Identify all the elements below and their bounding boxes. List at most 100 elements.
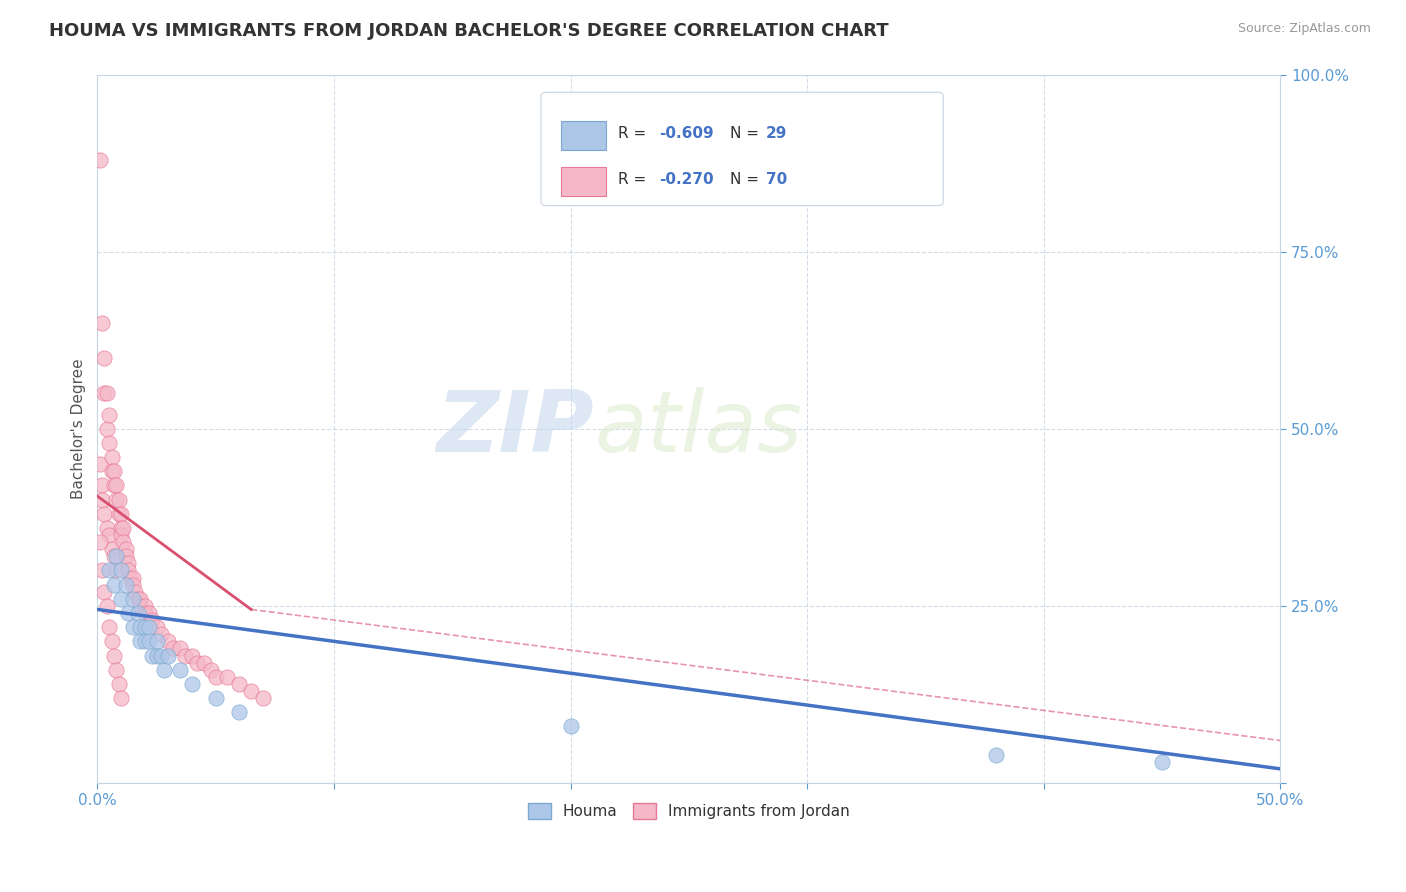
Text: 29: 29 — [766, 126, 787, 141]
Point — [186, 656, 208, 670]
Point — [103, 577, 125, 591]
Text: ZIP: ZIP — [437, 387, 595, 470]
Point — [252, 691, 274, 706]
Point — [145, 648, 167, 663]
Point — [114, 549, 136, 564]
Y-axis label: Bachelor's Degree: Bachelor's Degree — [72, 359, 86, 500]
Point — [121, 620, 143, 634]
Point — [110, 691, 132, 706]
Point — [1152, 755, 1174, 769]
Text: R =: R = — [617, 172, 651, 187]
Point — [93, 351, 115, 365]
Point — [98, 436, 121, 450]
Point — [134, 620, 156, 634]
Text: -0.609: -0.609 — [659, 126, 714, 141]
Legend: Houma, Immigrants from Jordan: Houma, Immigrants from Jordan — [522, 797, 856, 825]
Point — [169, 641, 191, 656]
Point — [127, 606, 149, 620]
Text: N =: N = — [730, 172, 763, 187]
Point — [986, 747, 1008, 762]
FancyBboxPatch shape — [561, 167, 606, 196]
Point — [96, 599, 118, 613]
Point — [93, 386, 115, 401]
Point — [117, 606, 139, 620]
Point — [200, 663, 222, 677]
Point — [110, 564, 132, 578]
Point — [121, 570, 143, 584]
Point — [93, 507, 115, 521]
Point — [100, 542, 122, 557]
Point — [100, 634, 122, 648]
Point — [100, 450, 122, 464]
Point — [110, 521, 132, 535]
Point — [138, 606, 160, 620]
Point — [110, 507, 132, 521]
Text: Source: ZipAtlas.com: Source: ZipAtlas.com — [1237, 22, 1371, 36]
Point — [138, 620, 160, 634]
Point — [150, 648, 173, 663]
Point — [121, 577, 143, 591]
Point — [105, 564, 128, 578]
Point — [96, 386, 118, 401]
Point — [103, 648, 125, 663]
Point — [103, 464, 125, 478]
Point — [120, 570, 142, 584]
Point — [114, 542, 136, 557]
Text: atlas: atlas — [595, 387, 803, 470]
Point — [138, 634, 160, 648]
Point — [89, 153, 111, 167]
Point — [112, 535, 135, 549]
Point — [91, 492, 114, 507]
Point — [157, 648, 180, 663]
Point — [217, 670, 239, 684]
Point — [204, 691, 226, 706]
Point — [98, 620, 121, 634]
Point — [129, 591, 152, 606]
Point — [134, 634, 156, 648]
Point — [89, 535, 111, 549]
Point — [141, 613, 163, 627]
Point — [152, 663, 174, 677]
Point — [110, 591, 132, 606]
Point — [93, 584, 115, 599]
Text: -0.270: -0.270 — [659, 172, 714, 187]
Point — [105, 492, 128, 507]
Point — [105, 478, 128, 492]
Point — [110, 528, 132, 542]
Point — [91, 564, 114, 578]
Point — [91, 478, 114, 492]
Text: R =: R = — [617, 126, 651, 141]
Point — [193, 656, 215, 670]
Point — [117, 557, 139, 571]
Point — [114, 577, 136, 591]
Point — [181, 648, 204, 663]
Point — [105, 549, 128, 564]
Point — [134, 599, 156, 613]
Point — [107, 492, 129, 507]
Point — [127, 591, 149, 606]
Point — [228, 677, 250, 691]
Point — [145, 634, 167, 648]
Point — [105, 663, 128, 677]
Point — [157, 634, 180, 648]
Point — [117, 564, 139, 578]
Point — [150, 627, 173, 641]
Text: N =: N = — [730, 126, 763, 141]
Point — [121, 591, 143, 606]
Point — [169, 663, 191, 677]
Point — [129, 599, 152, 613]
Point — [98, 408, 121, 422]
Point — [145, 620, 167, 634]
Point — [98, 528, 121, 542]
Point — [100, 464, 122, 478]
Point — [107, 507, 129, 521]
Point — [162, 641, 184, 656]
Text: 70: 70 — [766, 172, 787, 187]
Point — [240, 684, 263, 698]
Point — [112, 521, 135, 535]
Point — [134, 606, 156, 620]
Point — [174, 648, 197, 663]
Point — [204, 670, 226, 684]
Point — [89, 457, 111, 471]
Point — [107, 677, 129, 691]
